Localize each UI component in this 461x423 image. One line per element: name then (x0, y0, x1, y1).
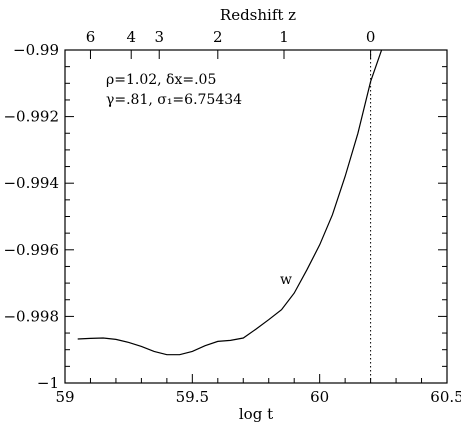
y-tick-label: −0.99 (13, 41, 59, 59)
y-axis-ticks: −1 −0.998 −0.996 −0.994 −0.992 −0.99 (3, 41, 447, 392)
x-tick-label: 60 (310, 388, 329, 406)
top-axis-title: Redshift z (220, 6, 296, 24)
y-tick-label: −0.992 (3, 108, 59, 126)
x-axis-ticks: 59 59.5 60 60.5 (55, 374, 461, 406)
top-tick-label: 4 (126, 28, 136, 46)
top-tick-label: 6 (86, 28, 96, 46)
y-tick-label: −0.994 (3, 174, 59, 192)
series-label-w: w (280, 272, 292, 288)
annotation-line-1: ρ=1.02, δx=.05 (106, 72, 216, 88)
y-tick-label: −1 (37, 374, 59, 392)
top-tick-label: 2 (213, 28, 223, 46)
top-tick-label: 3 (154, 28, 164, 46)
y-tick-label: −0.996 (3, 241, 59, 259)
top-tick-label: 1 (279, 28, 289, 46)
y-tick-label: −0.998 (3, 307, 59, 325)
x-tick-label: 59 (55, 388, 74, 406)
data-series-w-line (77, 49, 383, 356)
annotation-line-2: γ=.81, σ₁=6.75434 (106, 92, 242, 108)
top-tick-label: 0 (366, 28, 376, 46)
x-tick-label: 59.5 (176, 388, 209, 406)
x-axis-title: log t (239, 405, 273, 423)
x-tick-label: 60.5 (430, 388, 461, 406)
